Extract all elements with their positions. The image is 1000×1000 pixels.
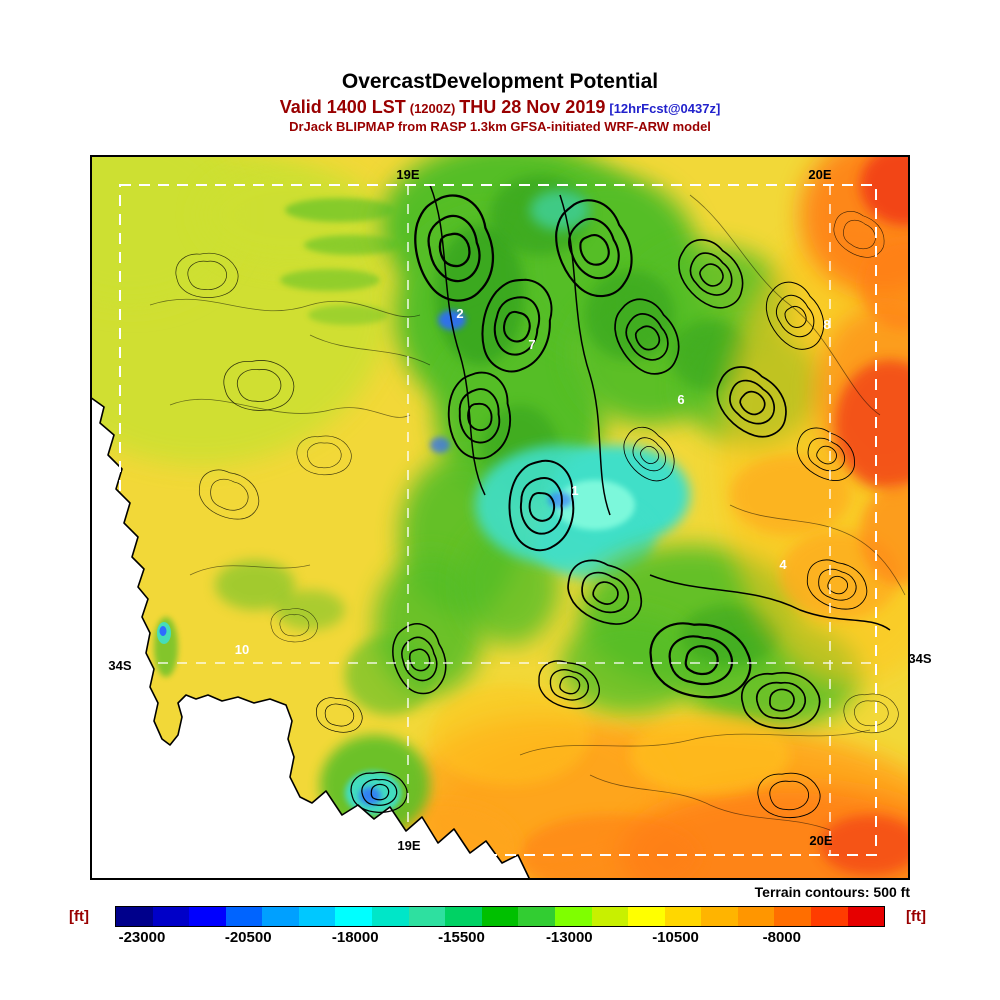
grid-label-top-right-meridian: 20E — [808, 167, 832, 182]
page-title: OvercastDevelopment Potential — [341, 70, 659, 93]
region-number-2: 2 — [456, 306, 464, 321]
region-number-4: 4 — [779, 557, 787, 572]
colorbar-gradient — [115, 906, 885, 927]
forecast-cycle: [12hrFcst@0437z] — [609, 101, 721, 117]
valid-prefix: Valid 1400 LST — [279, 97, 406, 118]
grid-label-bottom-right-meridian: 20E — [809, 833, 833, 848]
peninsula-accents — [154, 617, 178, 677]
valid-time-line: Valid 1400 LST (1200Z) THU 28 Nov 2019 [12h… — [0, 97, 1000, 118]
color-blobs — [90, 155, 910, 880]
map-border — [90, 155, 910, 880]
region-number-6: 6 — [677, 392, 685, 407]
region-number-10: 10 — [234, 642, 250, 657]
colorbar-tick: -20500 — [224, 929, 272, 946]
domain-boundary-dashed — [119, 184, 877, 856]
valid-zulu: (1200Z) — [409, 101, 456, 117]
region-number-7: 7 — [528, 337, 536, 352]
header: OvercastDevelopment Potential Valid 1400… — [0, 70, 1000, 135]
forecast-map[interactable]: 19E 20E 34S 34S 19E 20E 2 7 6 1 8 4 10 — [90, 155, 932, 880]
map-graphic — [90, 155, 910, 880]
model-line: DrJack BLIPMAP from RASP 1.3km GFSA-init… — [289, 118, 711, 134]
colorbar-tick: -18000 — [331, 929, 379, 946]
colorbar-ticks: -23000 -20500 -18000 -15500 -13000 -1050… — [115, 929, 885, 949]
grid-label-bottom-meridian: 19E — [397, 838, 421, 853]
terrain-contours-note: Terrain contours: 500 ft — [754, 884, 910, 900]
valid-date: THU 28 Nov 2019 — [459, 97, 606, 118]
grid-label-right-parallel: 34S — [908, 651, 932, 666]
colorbar-tick: -15500 — [438, 929, 485, 946]
contour-lines — [149, 184, 906, 831]
colorbar-unit-right: [ft] — [906, 908, 926, 925]
region-number-8: 8 — [823, 317, 831, 332]
grid-label-top-meridian: 19E — [396, 167, 420, 182]
colorbar-tick: -10500 — [652, 929, 699, 946]
grid-label-left-parallel: 34S — [108, 658, 132, 673]
colorbar-unit-left: [ft] — [69, 908, 89, 925]
ocean-shape — [90, 397, 530, 880]
colorbar-tick: -8000 — [762, 929, 801, 946]
colorbar-tick: -23000 — [118, 929, 166, 946]
colorbar-tick: -13000 — [545, 929, 593, 946]
region-number-1: 1 — [571, 483, 579, 498]
